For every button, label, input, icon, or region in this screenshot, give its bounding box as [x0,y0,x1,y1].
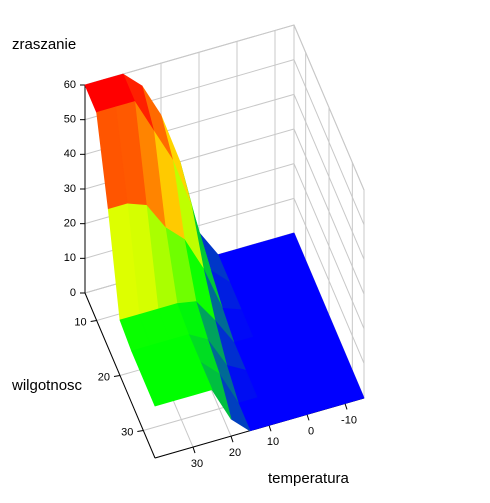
z-tick-label: 0 [70,287,76,299]
x-tick-label: 10 [267,436,279,448]
tick-mark [137,430,144,432]
x-tick-label: 20 [229,447,241,459]
tick-mark [344,403,348,410]
x-tick-label: 30 [191,458,203,470]
y-tick-label: 20 [98,371,110,383]
x-tick-label: 0 [308,425,314,437]
x-axis-title: temperatura [268,470,350,487]
z-tick-label: 50 [64,114,76,126]
surface-patch [142,372,175,407]
y-tick-label: 10 [74,316,86,328]
z-tick-label: 10 [64,252,76,264]
z-tick-label: 30 [64,183,76,195]
tick-mark [192,446,196,454]
tick-mark [113,375,121,377]
y-axis-title: wilgotnosc [11,377,83,394]
tick-mark [230,436,234,443]
z-tick-label: 20 [64,218,76,230]
tick-mark [90,320,97,322]
x-tick-label: -10 [341,414,357,426]
y-tick-label: 30 [121,426,133,438]
z-axis-title: zraszanie [12,36,76,53]
z-tick-label: 40 [64,148,76,160]
tick-mark [268,425,272,432]
surface [84,73,365,432]
plot-area: 0 10 20 30 40 50 60 10 20 30 -10 0 10 20 30 [64,24,365,470]
z-tick-label: 60 [64,79,76,91]
tick-mark [306,414,310,421]
